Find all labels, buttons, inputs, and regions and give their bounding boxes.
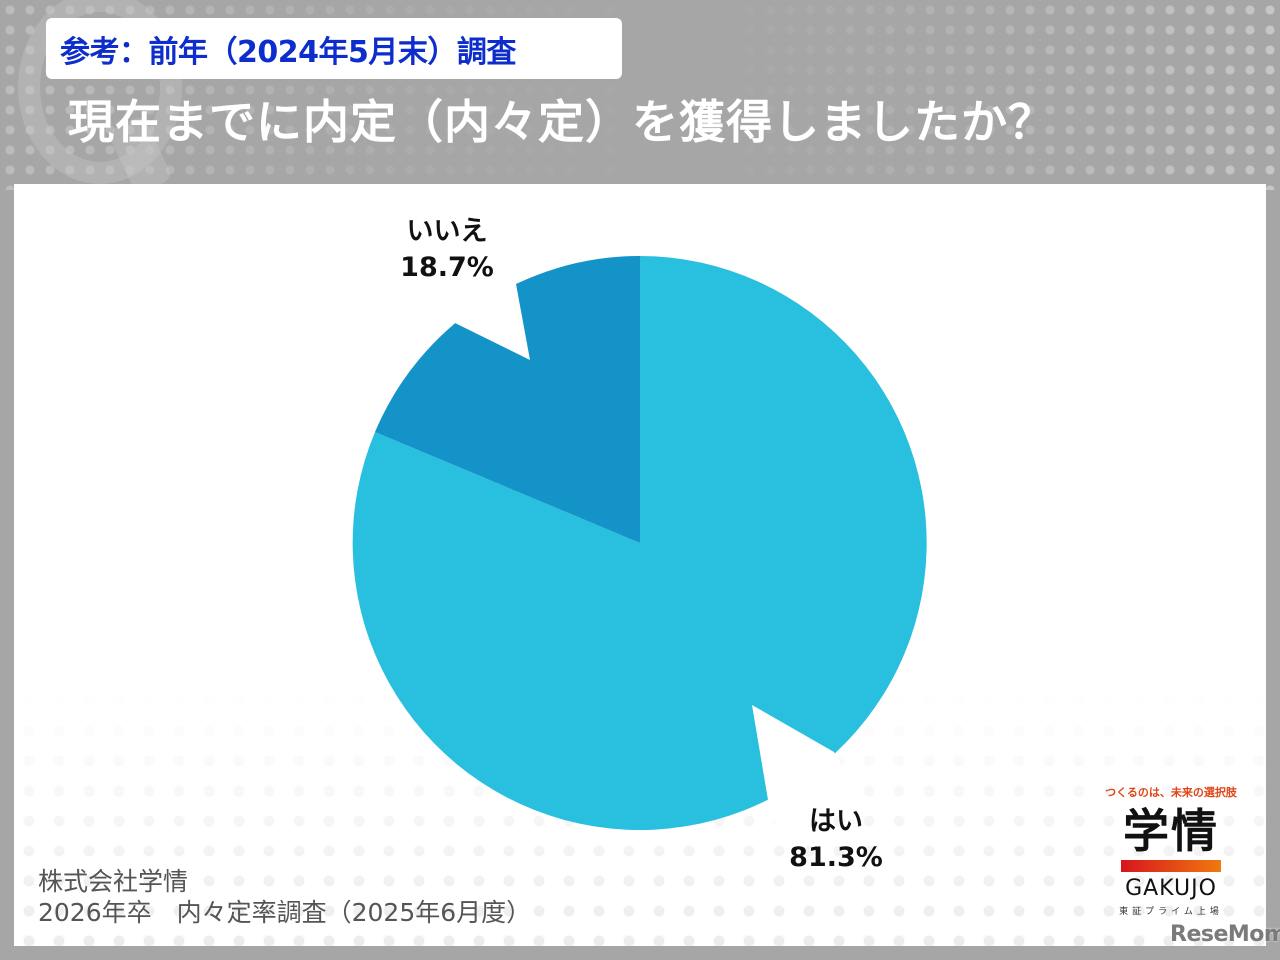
source-note: 株式会社学情 2026年卒 内々定率調査（2025年6月度）: [38, 866, 531, 928]
gakujo-logo: つくるのは、未来の選択肢 学情 GAKUJO 東証プライム上場: [1096, 784, 1246, 917]
reference-badge: 参考：前年（2024年5月末）調査: [46, 18, 622, 79]
pie-slice-no: [375, 255, 640, 543]
logo-subline: 東証プライム上場: [1119, 907, 1223, 917]
chart-panel: いいえ 18.7% はい 81.3% 株式会社学情 2026年卒 内々定率調査（2…: [14, 184, 1266, 946]
resemom-watermark: ReseMom: [1170, 922, 1280, 947]
pie-slice-yes: [352, 256, 927, 830]
pie-label-no: いいえ 18.7%: [377, 214, 517, 286]
pie-label-yes-value: 81.3%: [789, 842, 883, 873]
callout-notch-yes: [752, 705, 860, 840]
pie-label-yes-name: はい: [809, 806, 863, 837]
source-company: 株式会社学情: [38, 867, 189, 896]
pie-label-no-name: いいえ: [406, 216, 488, 247]
pie-label-no-value: 18.7%: [400, 252, 494, 283]
logo-tagline: つくるのは、未来の選択肢: [1105, 786, 1237, 799]
source-survey: 2026年卒 内々定率調査（2025年6月度）: [38, 898, 532, 927]
logo-english: GAKUJO: [1125, 876, 1217, 901]
logo-kanji: 学情: [1123, 804, 1219, 858]
pie-chart: [352, 250, 927, 840]
callout-notch-no: [430, 250, 530, 360]
logo-gradient-bar: [1121, 860, 1221, 872]
reference-label: 参考：前年（2024年5月末）調査: [60, 35, 516, 70]
pie-label-yes: はい 81.3%: [766, 804, 906, 876]
page-title: 現在までに内定（内々定）を獲得しましたか？: [68, 95, 1055, 149]
